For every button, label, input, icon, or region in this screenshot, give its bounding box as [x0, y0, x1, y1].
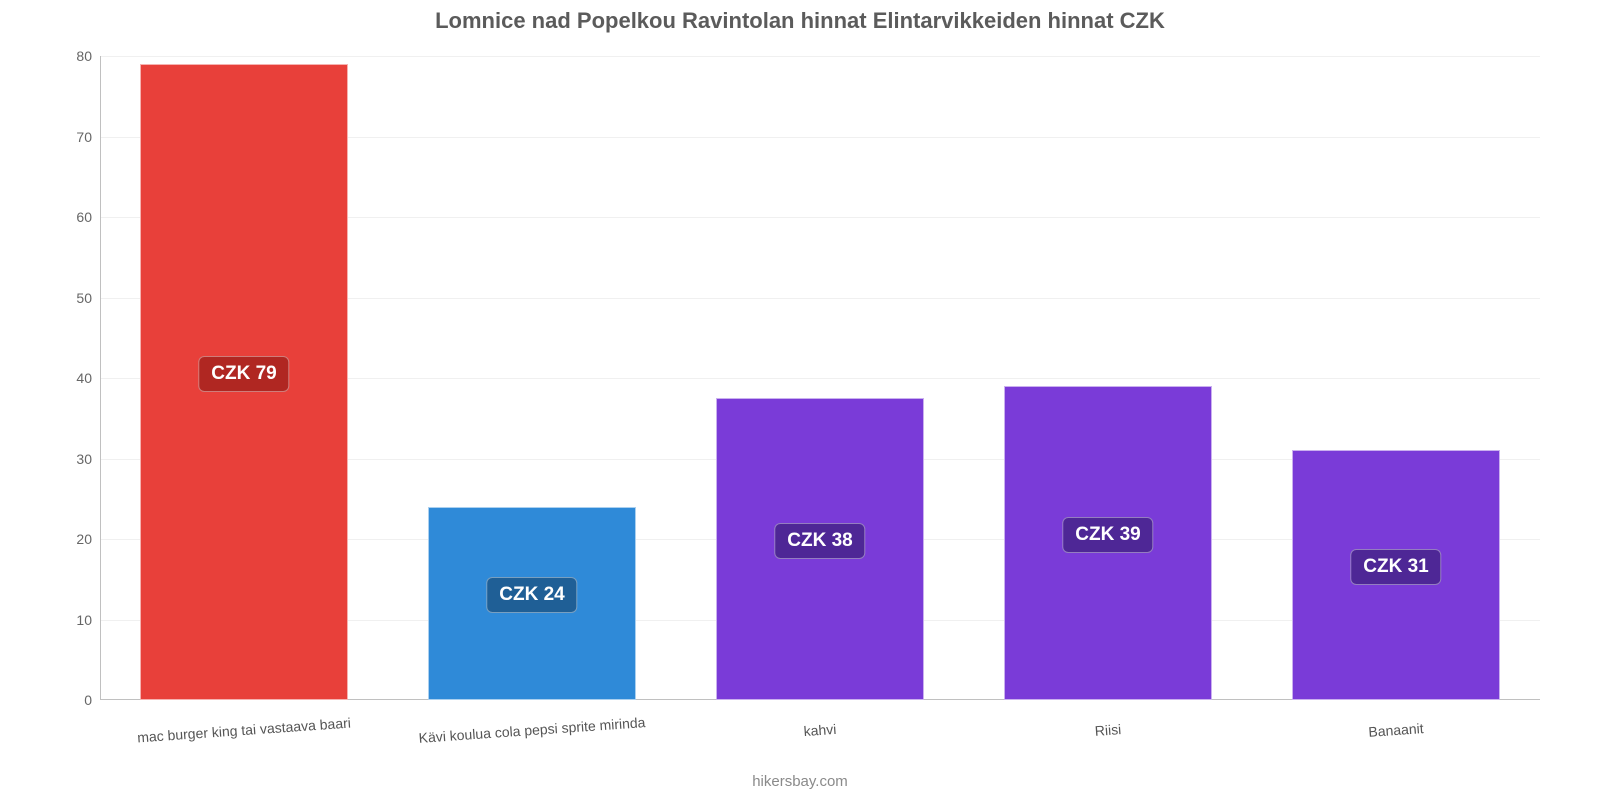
- plot-area: 01020304050607080 CZK 79CZK 24CZK 38CZK …: [100, 56, 1540, 700]
- y-tick-label: 50: [52, 290, 92, 306]
- chart-title: Lomnice nad Popelkou Ravintolan hinnat E…: [0, 8, 1600, 34]
- y-tick-label: 70: [52, 129, 92, 145]
- chart-container: Lomnice nad Popelkou Ravintolan hinnat E…: [0, 0, 1600, 800]
- category-label: kahvi: [803, 721, 837, 739]
- category-label: Kävi koulua cola pepsi sprite mirinda: [418, 714, 646, 746]
- y-tick-label: 40: [52, 370, 92, 386]
- y-tick-label: 10: [52, 612, 92, 628]
- category-label: Banaanit: [1368, 720, 1424, 740]
- y-tick-label: 80: [52, 48, 92, 64]
- y-tick-label: 20: [52, 531, 92, 547]
- y-tick-label: 0: [52, 692, 92, 708]
- attribution-text: hikersbay.com: [0, 773, 1600, 790]
- category-labels-layer: mac burger king tai vastaava baariKävi k…: [100, 56, 1540, 700]
- category-label: mac burger king tai vastaava baari: [137, 715, 352, 746]
- gridline: [100, 700, 1540, 701]
- category-label: Riisi: [1094, 721, 1122, 739]
- y-tick-label: 60: [52, 209, 92, 225]
- y-tick-label: 30: [52, 451, 92, 467]
